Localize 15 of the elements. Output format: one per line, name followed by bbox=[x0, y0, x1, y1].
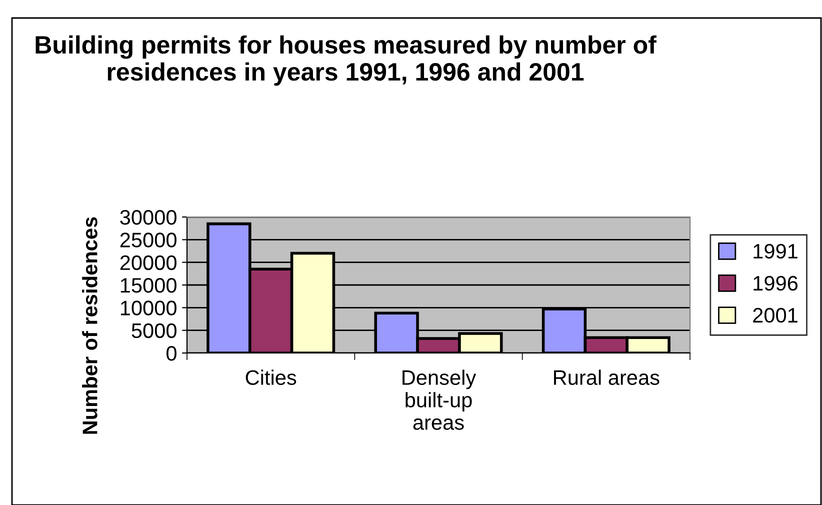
legend-label: 1996 bbox=[754, 276, 798, 291]
x-tick-label: Densely built-up areas bbox=[402, 370, 476, 430]
legend-label: 1991 bbox=[754, 244, 798, 259]
x-tick-label: Cities bbox=[246, 370, 296, 385]
chart-title: Building permits for houses measured by number of residences in years 1991, 1996 and 2001 bbox=[36, 35, 656, 86]
y-tick-label: 10000 bbox=[120, 300, 176, 316]
y-tick-label: 30000 bbox=[120, 210, 176, 225]
y-tick-label: 25000 bbox=[120, 232, 176, 248]
legend-label: 2001 bbox=[753, 308, 798, 323]
x-tick-label: Rural areas bbox=[554, 370, 660, 385]
y-tick-label: 20000 bbox=[120, 255, 176, 270]
y-tick-label: 5000 bbox=[132, 323, 176, 338]
y-axis-title: Number of residences bbox=[82, 217, 98, 434]
y-tick-label: 15000 bbox=[120, 278, 176, 293]
y-tick-label: 0 bbox=[166, 346, 176, 361]
